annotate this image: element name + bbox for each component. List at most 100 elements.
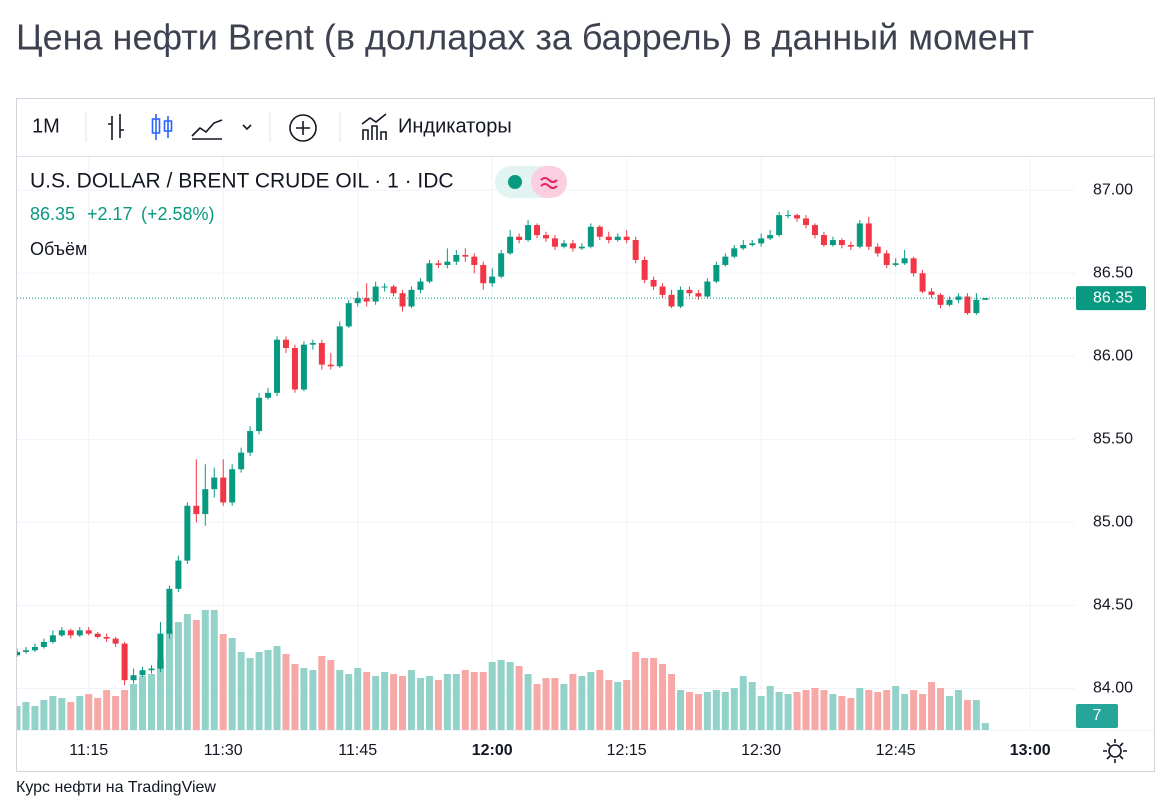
candle-body	[202, 489, 209, 515]
candle-body	[641, 259, 648, 280]
volume-bar	[524, 674, 532, 730]
candle-body	[811, 225, 818, 236]
volume-bar	[443, 674, 451, 730]
candle-body	[274, 339, 281, 393]
volume-bar	[506, 662, 514, 730]
volume-bar	[17, 706, 21, 730]
last-price-badge	[1076, 286, 1146, 311]
candle-body	[480, 264, 487, 284]
candle-body	[776, 215, 783, 236]
y-tick-label: 87.00	[1093, 181, 1133, 198]
settings-icon[interactable]	[1103, 739, 1127, 763]
candle-body	[265, 392, 272, 398]
compare-icon[interactable]	[289, 114, 317, 142]
volume-bar	[587, 672, 595, 730]
indicators-icon[interactable]	[361, 113, 387, 140]
y-tick-label: 84.50	[1093, 597, 1133, 614]
candle-body	[498, 253, 505, 277]
candle-body	[973, 299, 980, 314]
candle-body	[247, 431, 254, 453]
volume-bar	[282, 654, 290, 730]
candle-body	[560, 243, 567, 247]
price-change: +2.17	[87, 204, 133, 224]
y-tick-label: 85.50	[1093, 431, 1133, 448]
volume-bar	[237, 652, 245, 730]
candle-body	[901, 258, 908, 264]
candle-style-icon[interactable]	[151, 114, 173, 140]
candle-body	[408, 289, 415, 307]
candle-body	[919, 273, 926, 292]
candle-body	[829, 240, 836, 246]
volume-bar	[901, 694, 909, 730]
symbol-title: U.S. DOLLAR / BRENT CRUDE OIL · 1 · IDC	[30, 170, 454, 193]
x-tick-label: 11:15	[69, 742, 108, 759]
candle-body	[58, 630, 65, 636]
candle-body	[121, 643, 128, 681]
candle-body	[354, 298, 361, 304]
candle-body	[336, 326, 343, 367]
candle-body	[157, 633, 164, 669]
candle-body	[838, 240, 845, 246]
volume-bar	[318, 656, 326, 730]
volume-bar	[981, 723, 989, 730]
volume-bar	[372, 676, 380, 730]
candle-body	[928, 291, 935, 295]
candle-body	[22, 650, 29, 652]
volume-bar	[551, 678, 559, 730]
volume-bar	[381, 672, 389, 730]
volume-bar	[121, 690, 129, 730]
last-price: 86.35	[30, 204, 75, 224]
candle-body	[175, 560, 182, 589]
candle-body	[390, 286, 397, 294]
volume-bar	[954, 690, 962, 730]
volume-bar	[416, 678, 424, 730]
chart-type-icon[interactable]	[191, 119, 252, 140]
volume-bar	[67, 702, 75, 730]
bar-style-icon[interactable]	[108, 114, 124, 140]
volume-bar	[399, 676, 407, 730]
footer-link[interactable]: Курс нефти на TradingView	[16, 779, 216, 796]
candle-body	[318, 343, 325, 365]
volume-bar	[892, 686, 900, 730]
candle-body	[892, 263, 899, 265]
volume-bar	[919, 694, 927, 730]
volume-bar	[174, 622, 182, 730]
x-tick-label: 12:30	[741, 742, 781, 759]
volume-bar	[578, 676, 586, 730]
candle-body	[94, 633, 101, 637]
volume-bar	[937, 688, 945, 730]
candle-body	[874, 246, 881, 254]
candle-body	[955, 296, 962, 300]
volume-bar	[461, 670, 469, 730]
volume-bar	[327, 660, 335, 730]
candle-body	[534, 225, 541, 236]
indicators-button[interactable]: Индикаторы	[398, 115, 512, 137]
y-tick-label: 84.00	[1093, 680, 1133, 697]
candle-body	[372, 286, 379, 302]
volume-bar	[730, 688, 738, 730]
volume-bar	[58, 698, 66, 730]
candle-body	[982, 298, 989, 300]
x-tick-label: 12:00	[472, 742, 513, 759]
volume-bar	[793, 692, 801, 730]
volume-bar	[309, 670, 317, 730]
candle-body	[695, 293, 702, 297]
volume-bar	[676, 690, 684, 730]
candle-body	[686, 289, 693, 294]
candle-body	[525, 225, 532, 241]
candle-body	[426, 263, 433, 282]
volume-bar	[739, 676, 747, 730]
candle-body	[76, 630, 83, 636]
candle-body	[910, 258, 917, 274]
candle-body	[820, 235, 827, 246]
volume-bar	[685, 692, 693, 730]
candle-body	[569, 243, 576, 249]
interval-button[interactable]: 1M	[32, 115, 60, 137]
candle-body	[309, 343, 316, 345]
volume-bar	[408, 670, 416, 730]
candle-body	[471, 256, 478, 265]
candle-body	[462, 254, 469, 257]
volume-bar	[452, 674, 460, 730]
volume-bar	[488, 662, 496, 730]
y-tick-label: 86.50	[1093, 264, 1133, 281]
